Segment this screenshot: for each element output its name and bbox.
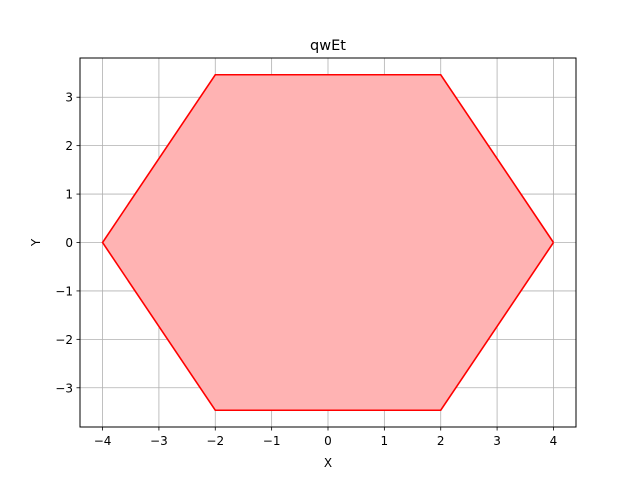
x-axis-label: X xyxy=(324,456,332,470)
x-tick-label: −1 xyxy=(263,434,281,448)
polygon-outline xyxy=(101,73,555,412)
plot-area xyxy=(101,73,555,412)
y-axis: −3 −2 −1 0 1 2 3 xyxy=(55,91,80,395)
x-tick-label: −3 xyxy=(150,434,168,448)
polygon-fill xyxy=(102,74,554,411)
x-tick-label: 0 xyxy=(324,434,332,448)
y-tick-label: 2 xyxy=(65,139,73,153)
y-tick-label: −1 xyxy=(55,284,73,298)
x-tick-label: 4 xyxy=(550,434,558,448)
x-tick-label: −2 xyxy=(206,434,224,448)
y-tick-label: 3 xyxy=(65,91,73,105)
y-tick-label: −3 xyxy=(55,381,73,395)
y-axis-label: Y xyxy=(29,238,43,247)
x-tick-label: 3 xyxy=(493,434,501,448)
x-tick-label: −4 xyxy=(94,434,112,448)
chart-title: qwEt xyxy=(310,38,346,54)
y-tick-label: −2 xyxy=(55,333,73,347)
x-tick-label: 2 xyxy=(437,434,445,448)
x-axis: −4 −3 −2 −1 0 1 2 3 4 xyxy=(94,427,558,448)
y-tick-label: 1 xyxy=(65,188,73,202)
y-tick-label: 0 xyxy=(65,236,73,250)
x-tick-label: 1 xyxy=(381,434,389,448)
